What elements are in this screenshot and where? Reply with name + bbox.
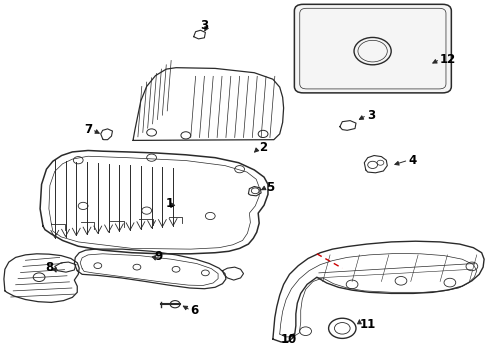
Text: 4: 4 — [407, 154, 416, 167]
Text: 7: 7 — [83, 123, 92, 136]
Text: 10: 10 — [280, 333, 296, 346]
Text: 9: 9 — [154, 250, 162, 263]
Text: 8: 8 — [45, 261, 54, 274]
Text: 11: 11 — [359, 318, 375, 331]
FancyBboxPatch shape — [294, 4, 450, 93]
Text: 12: 12 — [439, 53, 455, 66]
Text: 3: 3 — [366, 109, 374, 122]
Text: 1: 1 — [165, 197, 173, 210]
Text: 6: 6 — [190, 304, 199, 317]
Text: 5: 5 — [266, 181, 274, 194]
Text: 3: 3 — [199, 19, 207, 32]
Text: 2: 2 — [259, 141, 267, 154]
